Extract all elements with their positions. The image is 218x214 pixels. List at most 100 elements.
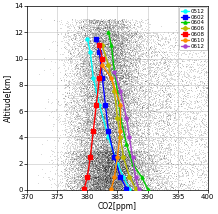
Point [135,105,139,109]
Point [165,161,168,165]
Point [124,178,128,182]
Point [142,46,146,49]
Point [110,115,113,119]
Point [77,82,80,85]
Point [121,183,124,187]
Point [131,49,135,52]
Point [72,40,76,43]
Point [69,52,72,55]
Point [90,163,93,167]
Point [128,70,131,74]
Point [103,178,107,182]
Point [82,141,85,144]
Point [100,165,104,168]
Point [71,168,74,171]
Point [203,165,206,168]
Point [60,23,64,26]
Point [130,152,134,155]
Point [123,168,126,171]
Point [171,143,175,146]
Point [197,92,201,96]
Point [164,145,168,149]
Point [97,65,100,68]
Point [196,155,200,159]
Point [106,59,109,63]
Point [94,162,98,166]
Point [99,178,102,181]
Point [93,139,97,143]
Point [107,188,110,191]
Point [85,112,89,115]
Point [111,53,114,56]
Point [73,58,77,62]
Point [116,166,119,169]
Point [105,161,109,165]
Point [100,155,103,158]
Point [150,161,153,165]
Point [123,154,127,157]
Point [104,179,107,183]
Point [152,143,155,146]
Point [101,126,105,129]
Point [100,149,104,152]
Point [161,151,165,154]
Point [125,46,128,50]
Point [106,68,109,72]
Point [101,126,104,130]
Point [119,150,123,153]
Point [84,160,87,163]
Point [119,134,123,137]
Point [72,79,76,83]
Point [104,100,108,103]
Point [107,145,111,148]
Point [90,171,93,174]
Point [106,109,110,113]
Point [96,27,100,30]
Point [99,18,103,22]
Point [75,42,78,45]
Point [160,67,164,70]
Point [127,74,131,78]
Point [98,187,102,190]
Point [117,87,121,90]
Point [139,153,142,157]
Point [95,165,99,168]
Point [140,20,144,24]
Point [193,78,197,81]
Point [68,94,71,97]
Point [120,28,124,31]
Point [124,121,127,124]
Point [94,116,98,120]
Point [118,75,121,78]
Point [88,114,91,118]
Point [132,187,136,190]
Point [92,183,96,186]
Point [129,122,133,125]
Point [104,153,108,156]
Point [85,161,88,164]
Point [132,141,135,145]
Point [110,170,114,174]
Point [107,171,111,175]
Point [139,52,142,55]
Point [132,66,136,70]
Point [144,158,147,161]
Point [110,150,114,154]
Point [145,133,148,137]
Point [187,115,191,118]
Point [72,161,75,165]
Point [98,163,101,166]
Point [94,179,97,182]
Point [83,80,87,84]
Point [121,41,125,44]
Point [107,73,111,77]
Point [75,176,79,179]
Point [119,143,123,146]
Point [203,174,206,177]
Point [86,36,89,40]
Point [94,48,97,52]
Point [123,107,126,111]
Point [94,139,97,142]
Point [80,59,84,62]
Point [186,115,190,119]
